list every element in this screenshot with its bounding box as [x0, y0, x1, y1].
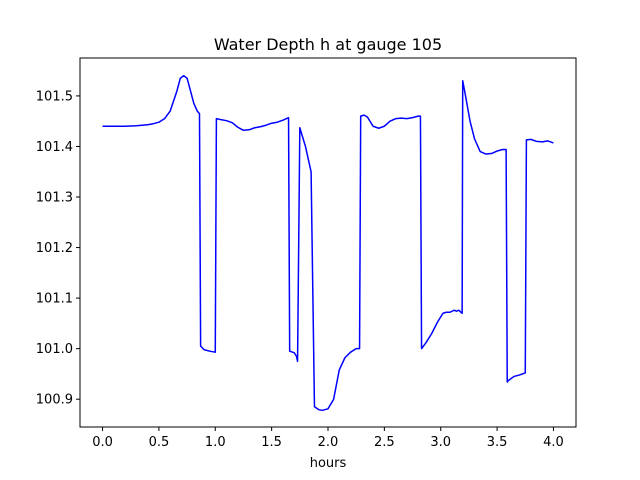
x-tick-label: 3.0 [430, 435, 451, 450]
plot-data-layer [102, 74, 554, 412]
series-line-1 [102, 74, 554, 412]
chart-title: Water Depth h at gauge 105 [214, 35, 442, 54]
x-axis-label: hours [310, 456, 347, 471]
y-tick-label: 101.4 [36, 140, 73, 155]
y-tick-label: 100.9 [36, 393, 73, 408]
x-tick-label: 0.0 [92, 435, 113, 450]
y-tick-label: 101.1 [36, 292, 73, 307]
x-tick-label: 4.0 [543, 435, 564, 450]
plot-frame [79, 57, 577, 428]
y-tick-label: 101.0 [36, 342, 73, 357]
axis-ticks: 0.0 0.5 1.0 1.5 2.0 2.5 3.0 3.5 4.0 100.9 101.0 101… [36, 89, 564, 450]
x-tick-label: 3.5 [487, 435, 508, 450]
y-tick-label: 101.3 [36, 191, 73, 206]
x-tick-label: 1.5 [261, 435, 282, 450]
x-tick-label: 1.0 [205, 435, 226, 450]
y-tick-label: 101.2 [36, 241, 73, 256]
x-tick-label: 2.0 [318, 435, 339, 450]
x-tick-label: 2.5 [374, 435, 395, 450]
x-tick-label: 0.5 [149, 435, 170, 450]
y-tick-label: 101.5 [36, 89, 73, 104]
